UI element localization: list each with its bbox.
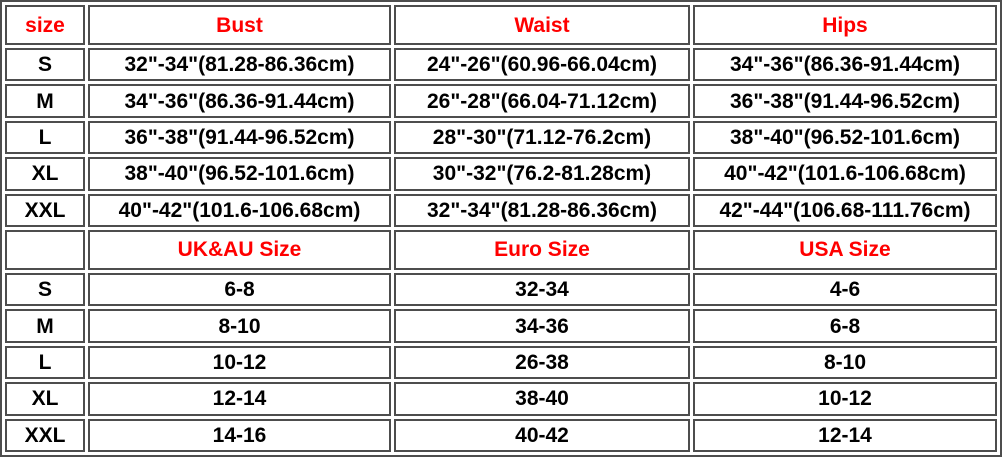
header-uk-au-size: UK&AU Size [88,229,391,270]
bust-value: 40"-42"(101.6-106.68cm) [88,193,391,227]
size-label: XL [5,157,85,191]
size-label: XXL [5,418,85,452]
hips-value: 42"-44"(106.68-111.76cm) [693,193,997,227]
hips-value: 40"-42"(101.6-106.68cm) [693,157,997,191]
conversion-row-s: S 6-8 32-34 4-6 [5,272,997,307]
waist-value: 28"-30"(71.12-76.2cm) [394,120,690,155]
bust-value: 36"-38"(91.44-96.52cm) [88,120,391,155]
waist-value: 32"-34"(81.28-86.36cm) [394,193,690,227]
waist-value: 26"-28"(66.04-71.12cm) [394,84,690,118]
size-label: XXL [5,193,85,227]
header-hips: Hips [693,5,997,45]
conversion-row-xxl: XXL 14-16 40-42 12-14 [5,418,997,452]
hips-value: 34"-36"(86.36-91.44cm) [693,48,997,82]
conversion-row-xl: XL 12-14 38-40 10-12 [5,382,997,416]
euro-value: 32-34 [394,272,690,307]
bust-value: 32"-34"(81.28-86.36cm) [88,48,391,82]
header-bust: Bust [88,5,391,45]
usa-value: 4-6 [693,272,997,307]
size-label: S [5,272,85,307]
header-empty [5,229,85,270]
size-label: M [5,309,85,343]
uk-au-value: 8-10 [88,309,391,343]
measurement-row-xl: XL 38"-40"(96.52-101.6cm) 30"-32"(76.2-8… [5,157,997,191]
conversion-row-m: M 8-10 34-36 6-8 [5,309,997,343]
size-label: XL [5,382,85,416]
size-label: S [5,48,85,82]
header-usa-size: USA Size [693,229,997,270]
euro-value: 34-36 [394,309,690,343]
measurements-header-row: size Bust Waist Hips [5,5,997,45]
euro-value: 40-42 [394,418,690,452]
waist-value: 30"-32"(76.2-81.28cm) [394,157,690,191]
size-label: L [5,120,85,155]
usa-value: 6-8 [693,309,997,343]
hips-value: 36"-38"(91.44-96.52cm) [693,84,997,118]
usa-value: 8-10 [693,345,997,380]
measurement-row-m: M 34"-36"(86.36-91.44cm) 26"-28"(66.04-7… [5,84,997,118]
header-euro-size: Euro Size [394,229,690,270]
usa-value: 12-14 [693,418,997,452]
size-label: M [5,84,85,118]
uk-au-value: 12-14 [88,382,391,416]
usa-value: 10-12 [693,382,997,416]
size-label: L [5,345,85,380]
waist-value: 24"-26"(60.96-66.04cm) [394,48,690,82]
measurement-row-s: S 32"-34"(81.28-86.36cm) 24"-26"(60.96-6… [5,48,997,82]
header-waist: Waist [394,5,690,45]
uk-au-value: 14-16 [88,418,391,452]
conversions-header-row: UK&AU Size Euro Size USA Size [5,229,997,270]
measurement-row-l: L 36"-38"(91.44-96.52cm) 28"-30"(71.12-7… [5,120,997,155]
bust-value: 38"-40"(96.52-101.6cm) [88,157,391,191]
header-size: size [5,5,85,45]
euro-value: 38-40 [394,382,690,416]
euro-value: 26-38 [394,345,690,380]
uk-au-value: 6-8 [88,272,391,307]
bust-value: 34"-36"(86.36-91.44cm) [88,84,391,118]
measurement-row-xxl: XXL 40"-42"(101.6-106.68cm) 32"-34"(81.2… [5,193,997,227]
hips-value: 38"-40"(96.52-101.6cm) [693,120,997,155]
uk-au-value: 10-12 [88,345,391,380]
conversion-row-l: L 10-12 26-38 8-10 [5,345,997,380]
